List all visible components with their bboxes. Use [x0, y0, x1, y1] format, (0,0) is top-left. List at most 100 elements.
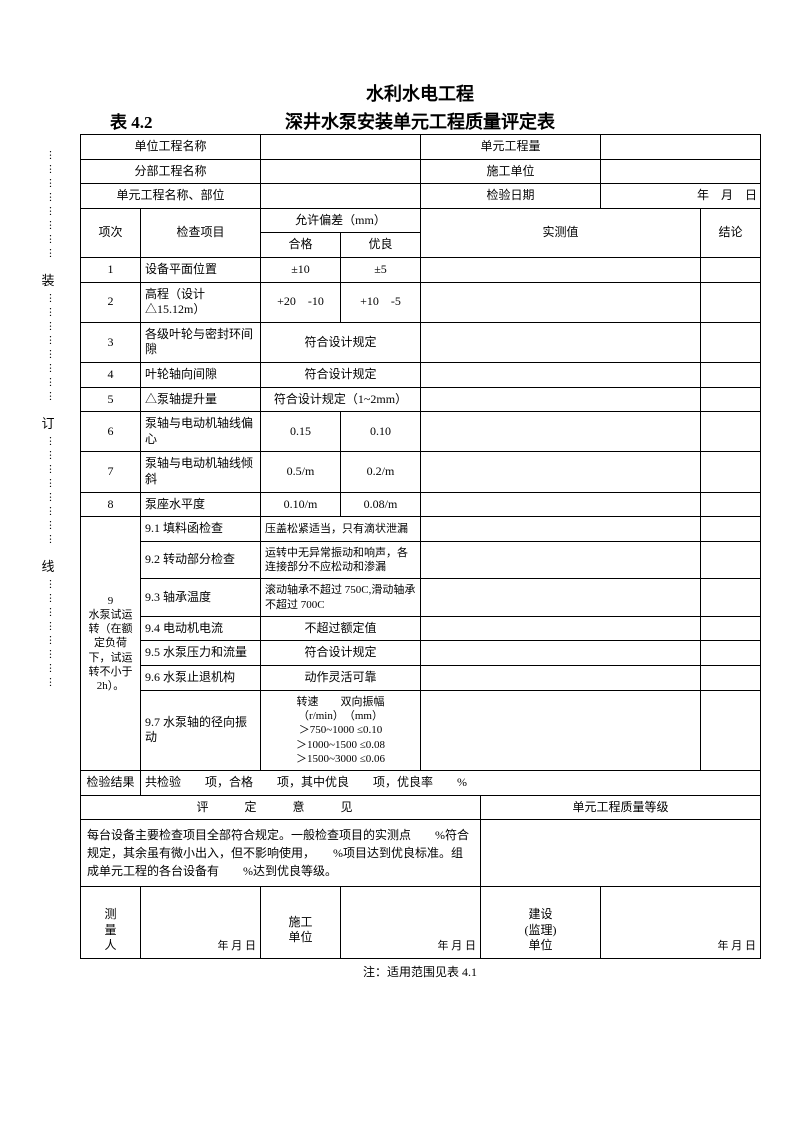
opinion-row: 每台设备主要检查项目全部符合规定。一般检查项目的实测点 %符合规定，其余虽有微小…	[81, 820, 761, 887]
table-row: 9.7 水泵轴的径向振动 转速 双向振幅 （r/min） （mm） ＞750~1…	[81, 690, 761, 770]
cell-measured	[421, 541, 701, 579]
cell-measured	[421, 387, 701, 412]
sig-label-text: 测 量 人	[104, 907, 116, 952]
value-unit-project	[261, 135, 421, 160]
gutter-char: 线	[38, 556, 58, 575]
cell-no: 5	[81, 387, 141, 412]
table-row: 2 高程（设计△15.12m） +20 -10 +10 -5	[81, 282, 761, 322]
cell-no: 6	[81, 412, 141, 452]
cell-measured	[421, 579, 701, 617]
cell-conclusion	[701, 282, 761, 322]
sig-date: 年 月 日	[218, 939, 257, 953]
cell-measured	[421, 690, 701, 770]
heading-line2: 深井水泵安装单元工程质量评定表	[80, 108, 760, 134]
col-pass: 合格	[261, 233, 341, 258]
label-sub-project: 分部工程名称	[81, 159, 261, 184]
cell-conclusion	[701, 492, 761, 517]
cell-span: 符合设计规定（1~2mm）	[261, 387, 421, 412]
cell-conclusion	[701, 517, 761, 542]
cell-good: 0.08/m	[341, 492, 421, 517]
cell-good: 0.10	[341, 412, 421, 452]
cell-good: 0.2/m	[341, 452, 421, 492]
value-unit-qty	[601, 135, 761, 160]
result-text: 共检验 项，合格 项，其中优良 项，优良率 %	[141, 771, 761, 796]
cell-measured	[421, 641, 701, 666]
cell-measured	[421, 412, 701, 452]
cell-measured	[421, 362, 701, 387]
cell-span: 符合设计规定	[261, 641, 421, 666]
table-row: 1 设备平面位置 ±10 ±5	[81, 257, 761, 282]
cell-no: 1	[81, 257, 141, 282]
table-row: 7 泵轴与电动机轴线倾斜 0.5/m 0.2/m	[81, 452, 761, 492]
cell-conclusion	[701, 579, 761, 617]
cell-conclusion	[701, 541, 761, 579]
result-label: 检验结果	[81, 771, 141, 796]
cell-measured	[421, 492, 701, 517]
sig-label-contractor: 施工 单位	[261, 887, 341, 958]
cell-item: △泵轴提升量	[141, 387, 261, 412]
table-row: 5 △泵轴提升量 符合设计规定（1~2mm）	[81, 387, 761, 412]
cell-good: +10 -5	[341, 282, 421, 322]
cell-item: 泵座水平度	[141, 492, 261, 517]
col-measured: 实测值	[421, 208, 701, 257]
value-check-date: 年 月 日	[601, 184, 761, 209]
cell-measured	[421, 452, 701, 492]
cell-no: 7	[81, 452, 141, 492]
cell-span: 符合设计规定	[261, 362, 421, 387]
cell-measured	[421, 616, 701, 641]
sig-owner: 年 月 日	[601, 887, 761, 958]
sig-label-surveyor: 测 量 人	[81, 887, 141, 958]
cell-pass: 0.15	[261, 412, 341, 452]
cell-span: 压盖松紧适当，只有滴状泄漏	[261, 517, 421, 542]
label-unit-qty: 单元工程量	[421, 135, 601, 160]
table-row: 8 泵座水平度 0.10/m 0.08/m	[81, 492, 761, 517]
cell-item: 高程（设计△15.12m）	[141, 282, 261, 322]
sig-surveyor: 年 月 日	[141, 887, 261, 958]
sig-label-text: 建设 (监理) 单位	[525, 907, 557, 952]
heading-line1: 水利水电工程	[80, 80, 760, 106]
cell-item: 设备平面位置	[141, 257, 261, 282]
sig-label-text: 施工 单位	[289, 915, 313, 945]
result-row: 检验结果 共检验 项，合格 项，其中优良 项，优良率 %	[81, 771, 761, 796]
table-row: 4 叶轮轴向间隙 符合设计规定	[81, 362, 761, 387]
cell-span: 运转中无异常振动和响声，各连接部分不应松动和渗漏	[261, 541, 421, 579]
sig-date: 年 月 日	[438, 939, 477, 953]
table-row: 9.6 水泵止退机构 动作灵活可靠	[81, 666, 761, 691]
cell-item: 9.2 转动部分检查	[141, 541, 261, 579]
cell-item: 9.3 轴承温度	[141, 579, 261, 617]
table-row: 3 各级叶轮与密封环间隙 符合设计规定	[81, 322, 761, 362]
binding-gutter: ︙︙︙︙︙︙︙︙ 装 ︙︙︙︙︙︙︙︙ 订 ︙︙︙︙︙︙︙︙ 线 ︙︙︙︙︙︙︙…	[38, 150, 58, 1020]
cell-item: 9.6 水泵止退机构	[141, 666, 261, 691]
group9-label: 水泵试运转（在额定负荷下，试运转不小于2h）。	[89, 609, 133, 692]
cell-pass: 0.5/m	[261, 452, 341, 492]
footnote: 注：适用范围见表 4.1	[80, 963, 760, 980]
col-seq: 项次	[81, 208, 141, 257]
cell-measured	[421, 282, 701, 322]
label-unit-project: 单位工程名称	[81, 135, 261, 160]
cell-pass: +20 -10	[261, 282, 341, 322]
cell-no: 8	[81, 492, 141, 517]
page: 水利水电工程 表 4.2 深井水泵安装单元工程质量评定表 单位工程名称 单元工程…	[80, 80, 760, 980]
cell-good: ±5	[341, 257, 421, 282]
cell-conclusion	[701, 690, 761, 770]
col-conclusion: 结论	[701, 208, 761, 257]
cell-span: 转速 双向振幅 （r/min） （mm） ＞750~1000 ≤0.10 ＞10…	[261, 690, 421, 770]
cell-pass: ±10	[261, 257, 341, 282]
label-contractor: 施工单位	[421, 159, 601, 184]
cell-item: 9.7 水泵轴的径向振动	[141, 690, 261, 770]
value-contractor	[601, 159, 761, 184]
cell-no: 2	[81, 282, 141, 322]
col-good: 优良	[341, 233, 421, 258]
table-row: 9.3 轴承温度 滚动轴承不超过 750C,滑动轴承不超过 700C	[81, 579, 761, 617]
cell-item: 各级叶轮与密封环间隙	[141, 322, 261, 362]
info-row: 单位工程名称 单元工程量	[81, 135, 761, 160]
label-unit-name: 单元工程名称、部位	[81, 184, 261, 209]
gutter-char: 订	[38, 413, 58, 432]
group9-no: 9	[108, 595, 114, 607]
col-tolerance: 允许偏差（mm）	[261, 208, 421, 233]
cell-measured	[421, 257, 701, 282]
col-header-row: 项次 检查项目 允许偏差（mm） 实测值 结论	[81, 208, 761, 233]
table-row: 9.4 电动机电流 不超过额定值	[81, 616, 761, 641]
cell-measured	[421, 322, 701, 362]
cell-pass: 0.10/m	[261, 492, 341, 517]
